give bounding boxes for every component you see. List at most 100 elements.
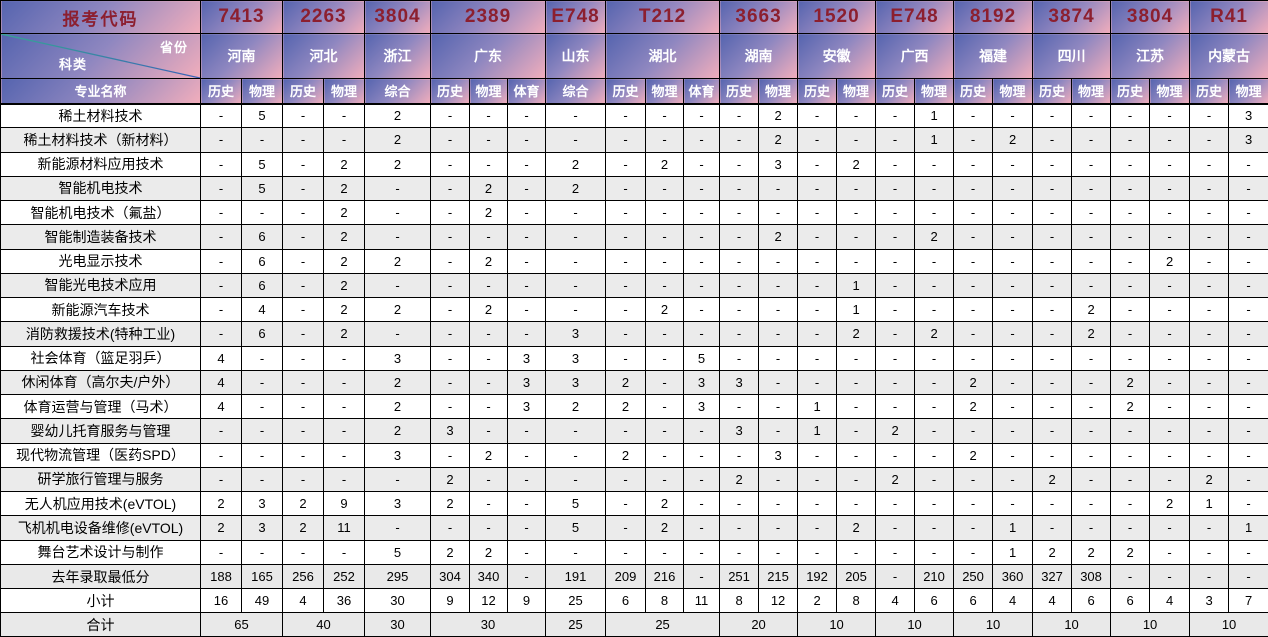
- code-cell: 2389: [429, 0, 547, 34]
- major-row: 智能光电技术应用 -6-2- - - - - - - - - - -1- - - - - - - - - -: [0, 272, 1268, 299]
- plan-count-cell: -: [200, 442, 242, 468]
- plan-count-cell: -: [1189, 151, 1230, 177]
- plan-count-cell: -: [1149, 466, 1191, 493]
- plan-count-cell: -: [719, 248, 760, 274]
- plan-count-cell: -: [200, 175, 242, 202]
- subject-cell: 物理: [1228, 78, 1268, 105]
- subject-cell: 体育: [683, 78, 721, 105]
- plan-count-cell: -: [645, 466, 685, 493]
- plan-count-cell: -: [719, 321, 760, 347]
- plan-count-cell: -: [875, 199, 916, 226]
- plan-count-cell: -: [506, 224, 547, 250]
- plan-count-cell: -: [797, 272, 838, 299]
- plan-count-cell: -: [1189, 248, 1230, 274]
- plan-count-cell: -: [992, 393, 1034, 420]
- category-axis-label: 科类: [59, 57, 88, 72]
- subtotal-cell: 16: [200, 588, 242, 613]
- plan-count-cell: -: [1032, 127, 1073, 153]
- plan-count-cell: 2: [200, 515, 242, 541]
- plan-count-cell: -: [282, 272, 324, 299]
- plan-count-cell: -: [323, 442, 365, 468]
- plan-count-cell: -: [605, 248, 647, 274]
- plan-count-cell: -: [1071, 151, 1112, 177]
- plan-count-cell: -: [200, 321, 242, 347]
- plan-count-cell: -: [282, 442, 324, 468]
- total-label: 合计: [0, 612, 201, 637]
- plan-count-cell: -: [1032, 296, 1073, 323]
- subtotal-cell: 25: [545, 588, 607, 613]
- plan-count-cell: -: [1189, 175, 1230, 202]
- plan-count-cell: -: [469, 102, 508, 129]
- plan-count-cell: 2: [200, 490, 242, 517]
- plan-count-cell: -: [683, 442, 721, 468]
- province-cell: 山东: [545, 33, 607, 79]
- plan-count-cell: 4: [200, 369, 242, 396]
- plan-count-cell: -: [200, 539, 242, 565]
- major-name-cell: 舞台艺术设计与制作: [0, 539, 201, 565]
- plan-count-cell: -: [241, 393, 283, 420]
- plan-count-cell: -: [1110, 515, 1151, 541]
- plan-count-cell: -: [875, 151, 916, 177]
- subtotal-cell: 6: [914, 588, 955, 613]
- total-cell: 10: [875, 612, 955, 637]
- plan-count-cell: -: [430, 369, 470, 396]
- subject-cell: 历史: [953, 78, 994, 105]
- plan-count-cell: 2: [430, 539, 470, 565]
- plan-count-cell: -: [953, 466, 994, 493]
- plan-count-cell: -: [758, 539, 799, 565]
- province-cell: 四川: [1032, 33, 1112, 79]
- major-name-cell: 智能机电技术（氟盐）: [0, 199, 201, 226]
- plan-count-cell: -: [953, 515, 994, 541]
- plan-count-cell: -: [506, 466, 547, 493]
- plan-count-cell: -: [758, 175, 799, 202]
- plan-count-cell: -: [719, 442, 760, 468]
- major-name-cell: 研学旅行管理与服务: [0, 466, 201, 493]
- plan-count-cell: -: [992, 248, 1034, 274]
- plan-count-cell: -: [1228, 418, 1268, 444]
- plan-count-cell: 2: [953, 442, 994, 468]
- plan-count-cell: -: [719, 199, 760, 226]
- plan-count-cell: -: [241, 539, 283, 565]
- major-name-cell: 无人机应用技术(eVTOL): [0, 490, 201, 517]
- plan-count-cell: -: [645, 199, 685, 226]
- plan-count-cell: -: [282, 393, 324, 420]
- plan-count-cell: -: [200, 466, 242, 493]
- plan-count-cell: -: [719, 127, 760, 153]
- plan-count-cell: -: [1189, 321, 1230, 347]
- plan-count-cell: -: [914, 466, 955, 493]
- plan-count-cell: 2: [469, 199, 508, 226]
- plan-count-cell: -: [758, 369, 799, 396]
- plan-count-cell: -: [430, 151, 470, 177]
- plan-count-cell: -: [875, 321, 916, 347]
- plan-count-cell: 6: [241, 248, 283, 274]
- plan-count-cell: -: [1071, 442, 1112, 468]
- plan-count-cell: 5: [364, 539, 431, 565]
- plan-count-cell: 3: [364, 442, 431, 468]
- plan-count-cell: 3: [506, 393, 547, 420]
- plan-count-cell: -: [683, 515, 721, 541]
- province-cell: 安徽: [797, 33, 877, 79]
- subtotal-cell: 8: [645, 588, 685, 613]
- plan-count-cell: -: [282, 224, 324, 250]
- plan-count-cell: -: [605, 321, 647, 347]
- plan-count-cell: -: [836, 466, 877, 493]
- plan-count-cell: -: [1032, 393, 1073, 420]
- subtotal-cell: 6: [1110, 588, 1151, 613]
- plan-count-cell: 2: [953, 369, 994, 396]
- plan-count-cell: 2: [364, 248, 431, 274]
- plan-count-cell: -: [953, 248, 994, 274]
- plan-count-cell: -: [469, 127, 508, 153]
- subject-cell: 历史: [875, 78, 916, 105]
- min-score-cell: -: [1189, 564, 1230, 589]
- plan-count-cell: -: [469, 418, 508, 444]
- plan-count-cell: -: [992, 224, 1034, 250]
- plan-count-cell: -: [719, 490, 760, 517]
- major-row: 无人机应用技术(eVTOL) 2 3 2 9 3 2- -5-2- - - - - - - - - - - -2 1-: [0, 490, 1268, 517]
- plan-count-cell: 5: [545, 515, 607, 541]
- min-score-cell: 308: [1071, 564, 1112, 589]
- subject-cell: 物理: [241, 78, 283, 105]
- plan-count-cell: -: [1110, 442, 1151, 468]
- major-row: 社会体育（篮足羽乒） 4- - -3- -3 3- -5- - - - - - - - - - - - - -: [0, 345, 1268, 371]
- plan-count-cell: -: [875, 393, 916, 420]
- plan-count-cell: -: [719, 272, 760, 299]
